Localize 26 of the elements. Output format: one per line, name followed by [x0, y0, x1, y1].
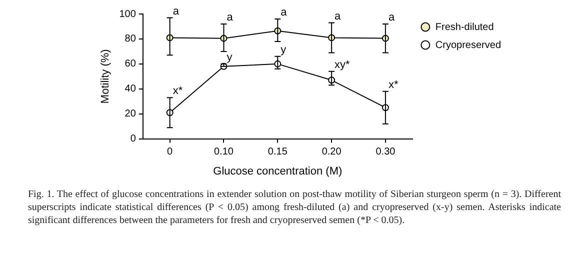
annotation: a: [172, 5, 180, 18]
y-axis-title: Motility (%): [100, 49, 112, 104]
annotation: y: [280, 44, 287, 56]
legend-label: Fresh-diluted: [435, 22, 494, 33]
y-tick-label: 60: [124, 58, 136, 70]
annotation: y: [226, 51, 233, 64]
legend-label: Cryopreserved: [435, 40, 502, 51]
annotation: x*: [388, 78, 399, 91]
y-tick-label: 80: [124, 34, 136, 45]
y-tick-label: 20: [124, 108, 136, 120]
y-tick-label: 0: [130, 134, 136, 145]
y-tick-label: 100: [119, 8, 136, 20]
annotation: x*: [172, 85, 184, 98]
x-tick-label: 0: [167, 146, 174, 158]
annotation: a: [226, 12, 234, 24]
caption: Fig. 1. The effect of glucose concentrations in extender solution on post-thaw motility of Siberian sturgeon sperm (n = 3). Different superscripts indicate statistical differences (P < 0.05) among fresh-diluted (a) and cryopreserved (x-y) semen. Asterisks indicate significant differences between the parameters for fresh and cryopreserved semen (*P < 0.05).: [28, 188, 561, 227]
annotation: xy*: [334, 58, 351, 71]
annotation: a: [280, 6, 288, 19]
x-tick-label: 0.20: [322, 146, 342, 158]
annotation: a: [388, 12, 396, 24]
x-tick-label: 0.10: [214, 146, 234, 158]
y-tick-label: 40: [124, 84, 136, 95]
x-tick-label: 0.15: [268, 146, 288, 158]
x-tick-label: 0.30: [376, 146, 396, 158]
x-axis-title: Glucose concentration (M): [213, 165, 342, 178]
annotation: a: [334, 10, 342, 22]
